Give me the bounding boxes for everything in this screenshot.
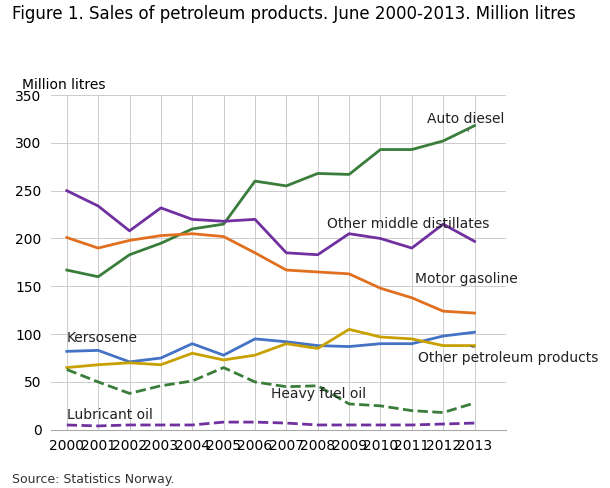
Text: Source: Statistics Norway.: Source: Statistics Norway. xyxy=(12,472,174,486)
Text: Lubricant oil: Lubricant oil xyxy=(66,408,152,423)
Text: Other middle distillates: Other middle distillates xyxy=(327,217,489,231)
Text: Million litres: Million litres xyxy=(21,78,105,92)
Text: Kersosene: Kersosene xyxy=(66,331,138,345)
Text: Figure 1. Sales of petroleum products. June 2000-2013. Million litres: Figure 1. Sales of petroleum products. J… xyxy=(12,5,576,23)
Text: Other petroleum products: Other petroleum products xyxy=(418,346,598,365)
Text: Heavy fuel oil: Heavy fuel oil xyxy=(271,387,366,401)
Text: Auto diesel: Auto diesel xyxy=(428,112,505,131)
Text: Motor gasoline: Motor gasoline xyxy=(415,272,518,285)
